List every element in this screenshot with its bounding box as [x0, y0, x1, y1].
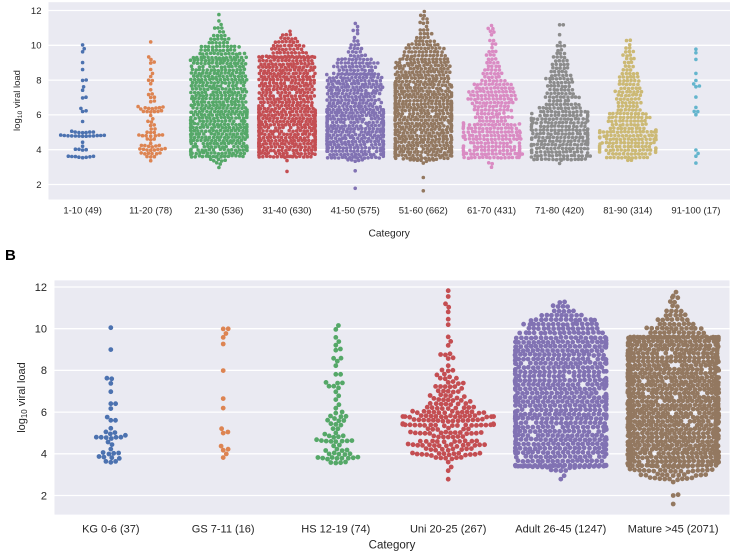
svg-text:91-100 (17): 91-100 (17) — [671, 206, 720, 217]
svg-text:2: 2 — [36, 180, 41, 191]
svg-text:4: 4 — [36, 145, 41, 156]
svg-text:GS 7-11 (16): GS 7-11 (16) — [192, 524, 255, 536]
svg-text:81-90 (314): 81-90 (314) — [603, 206, 652, 217]
svg-text:Uni 20-25 (267): Uni 20-25 (267) — [410, 524, 486, 536]
svg-text:51-60 (662): 51-60 (662) — [399, 206, 448, 217]
svg-text:Mature >45 (2071): Mature >45 (2071) — [628, 524, 719, 536]
svg-text:B: B — [5, 247, 16, 264]
svg-text:71-80 (420): 71-80 (420) — [535, 206, 584, 217]
svg-text:10: 10 — [35, 324, 47, 336]
svg-text:Category: Category — [369, 540, 416, 552]
svg-text:4: 4 — [41, 449, 47, 461]
svg-text:log10 viral load: log10 viral load — [16, 362, 29, 433]
svg-text:KG 0-6 (37): KG 0-6 (37) — [82, 524, 139, 536]
svg-text:21-30 (536): 21-30 (536) — [194, 206, 243, 217]
svg-text:31-40 (630): 31-40 (630) — [262, 206, 311, 217]
svg-text:6: 6 — [36, 110, 41, 121]
svg-text:12: 12 — [35, 282, 47, 294]
svg-text:61-70 (431): 61-70 (431) — [467, 206, 516, 217]
svg-text:6: 6 — [41, 407, 47, 419]
svg-text:2: 2 — [41, 490, 47, 502]
svg-text:1-10 (49): 1-10 (49) — [63, 206, 102, 217]
svg-text:8: 8 — [41, 365, 47, 377]
svg-text:41-50 (575): 41-50 (575) — [331, 206, 380, 217]
svg-text:Category: Category — [369, 229, 411, 240]
svg-text:8: 8 — [36, 75, 41, 86]
svg-text:12: 12 — [31, 6, 42, 17]
svg-text:Adult 26-45 (1247): Adult 26-45 (1247) — [515, 524, 606, 536]
svg-text:HS 12-19 (74): HS 12-19 (74) — [301, 524, 370, 536]
svg-text:10: 10 — [31, 41, 42, 52]
svg-text:11-20 (78): 11-20 (78) — [129, 206, 172, 217]
svg-text:log10 viral load: log10 viral load — [12, 70, 24, 131]
